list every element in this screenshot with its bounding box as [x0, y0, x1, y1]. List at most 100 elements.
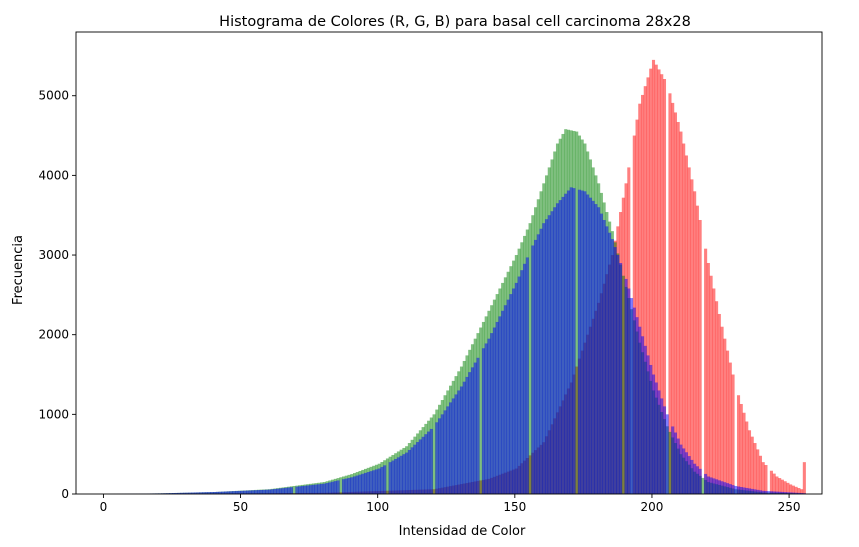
bar-B-242: [767, 491, 771, 494]
bar-B-167: [561, 196, 565, 494]
bar-B-210: [679, 444, 683, 494]
bar-B-96: [366, 472, 370, 494]
chart-title: Histograma de Colores (R, G, B) para bas…: [219, 14, 691, 30]
bar-B-225: [720, 481, 724, 494]
bar-B-149: [512, 288, 516, 494]
bar-B-204: [662, 406, 667, 494]
bar-B-201: [654, 382, 658, 494]
bar-R-199: [649, 68, 653, 494]
bar-B-185: [610, 239, 614, 494]
y-tick-label: 4000: [38, 168, 69, 182]
bar-B-179: [594, 204, 598, 494]
bar-R-203: [660, 74, 664, 494]
bar-R-210: [679, 131, 683, 494]
bar-R-252: [794, 486, 798, 494]
bar-B-134: [470, 367, 475, 494]
bar-B-30: [185, 492, 189, 494]
bar-R-234: [745, 421, 749, 494]
bar-B-243: [769, 491, 773, 494]
bar-B-80: [322, 483, 326, 494]
bar-B-239: [758, 490, 763, 494]
bar-B-236: [750, 488, 754, 494]
bar-B-131: [462, 381, 466, 494]
bar-R-235: [747, 430, 752, 494]
bar-B-50: [240, 490, 244, 494]
bar-B-77: [314, 484, 318, 494]
x-axis-label: Intensidad de Color: [399, 524, 526, 539]
bar-B-110: [405, 452, 409, 494]
bar-G-103: [385, 458, 390, 494]
bar-R-254: [800, 489, 804, 494]
bar-B-70: [295, 486, 299, 494]
bar-B-41: [215, 491, 219, 494]
bar-B-247: [780, 491, 784, 494]
bar-B-54: [251, 490, 255, 494]
x-tick-label: 250: [778, 500, 801, 514]
bar-B-78: [317, 484, 321, 494]
bar-B-102: [383, 465, 387, 494]
bar-R-208: [673, 112, 677, 494]
bar-B-183: [605, 226, 609, 495]
bar-B-66: [284, 487, 288, 494]
bar-B-249: [786, 492, 790, 494]
bar-B-117: [424, 434, 428, 494]
bar-B-188: [619, 263, 623, 494]
bar-B-88: [344, 478, 348, 494]
bar-R-206: [668, 93, 672, 494]
x-tick-label: 0: [100, 500, 108, 514]
bar-B-111: [407, 449, 411, 494]
bar-B-33: [193, 492, 198, 494]
bar-B-53: [248, 490, 252, 494]
bar-B-139: [484, 343, 488, 494]
bar-B-143: [495, 321, 499, 494]
bar-B-140: [487, 338, 491, 494]
bar-B-145: [501, 310, 505, 494]
bar-R-200: [651, 59, 656, 494]
bar-B-123: [440, 414, 444, 494]
bar-R-224: [717, 313, 721, 494]
bar-B-118: [427, 431, 431, 494]
bar-B-224: [717, 480, 721, 494]
bar-B-150: [514, 282, 518, 494]
bar-R-240: [761, 462, 765, 494]
bar-B-72: [300, 486, 304, 494]
bar-R-198: [646, 77, 650, 495]
bar-B-63: [276, 488, 280, 494]
bar-B-166: [558, 200, 562, 494]
bar-B-231: [736, 486, 741, 494]
bar-B-29: [182, 492, 187, 494]
bar-R-207: [671, 102, 675, 494]
bar-B-129: [457, 390, 461, 494]
bar-B-141: [490, 333, 494, 494]
bar-R-204: [662, 79, 667, 494]
bar-B-203: [660, 398, 664, 494]
bar-R-225: [720, 326, 724, 494]
bar-B-108: [399, 455, 403, 494]
bar-B-122: [438, 418, 442, 494]
bar-B-174: [580, 190, 584, 494]
bar-B-74: [306, 485, 310, 494]
plot-frame: [75, 31, 823, 495]
bar-B-177: [588, 197, 592, 494]
bar-B-191: [627, 288, 631, 494]
bar-B-133: [468, 372, 472, 494]
bar-B-151: [517, 276, 521, 494]
bar-B-135: [473, 362, 477, 494]
bar-G-189: [621, 275, 625, 494]
bar-B-187: [616, 255, 620, 494]
bar-B-68: [289, 487, 294, 494]
bar-B-211: [682, 448, 686, 494]
bar-B-100: [377, 468, 381, 494]
bar-R-241: [764, 465, 768, 494]
bar-B-90: [350, 477, 354, 494]
bar-B-99: [374, 469, 379, 494]
bar-B-251: [791, 492, 795, 494]
bar-B-113: [413, 444, 417, 494]
series-B: [106, 187, 806, 495]
bar-B-49: [237, 490, 241, 494]
bar-G-137: [479, 327, 483, 494]
bar-B-144: [498, 316, 502, 494]
bar-B-186: [613, 247, 617, 494]
bar-R-202: [657, 69, 661, 494]
